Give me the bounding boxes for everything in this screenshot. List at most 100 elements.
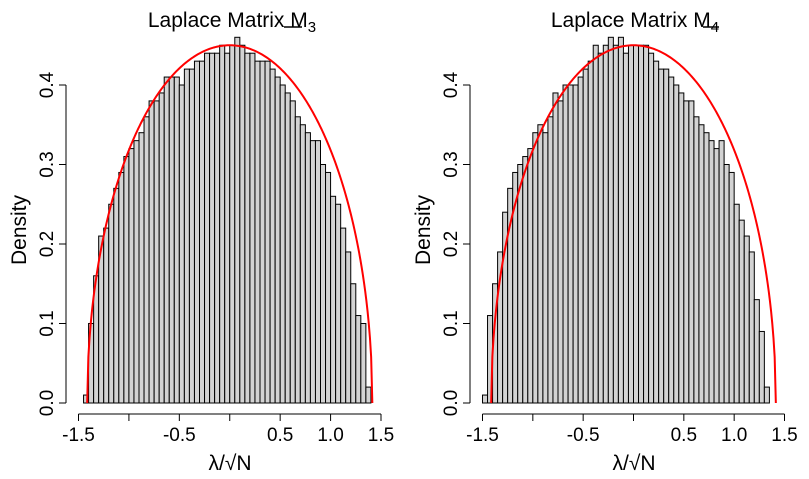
x-tick-label: 0.5 <box>267 425 293 446</box>
histogram-bar <box>340 227 347 404</box>
histogram-bar <box>693 116 700 404</box>
histogram-bar <box>587 60 594 404</box>
histogram-bar <box>567 84 574 404</box>
histogram-bar <box>309 140 316 404</box>
histogram-bar <box>758 330 765 404</box>
y-tick-label: 0.3 <box>37 151 58 177</box>
histogram-bar <box>753 299 760 404</box>
x-tick-label: -0.5 <box>567 425 600 446</box>
x-tick-label: 1.0 <box>317 425 343 446</box>
histogram-bar <box>602 44 609 404</box>
histogram-bar <box>350 283 357 404</box>
histogram-bar <box>304 132 311 404</box>
histogram-bar <box>199 60 206 404</box>
histogram-bar <box>325 171 332 404</box>
histogram-bar <box>360 323 367 404</box>
y-tick-label: 0.1 <box>37 310 58 336</box>
y-tick-label: 0.2 <box>37 231 58 257</box>
histogram-bar <box>234 36 241 404</box>
histogram-bar <box>723 164 730 404</box>
histogram-bar <box>763 386 770 404</box>
histogram-bar <box>638 44 645 404</box>
histogram-bar <box>345 251 352 404</box>
histogram-bar <box>542 132 549 404</box>
y-axis-label: Density <box>412 194 435 265</box>
y-tick-label: 0.1 <box>441 310 462 336</box>
histogram-bar <box>668 76 675 404</box>
histogram-bar <box>183 68 190 404</box>
histogram-bar <box>244 52 251 404</box>
y-tick-label: 0.0 <box>37 390 58 416</box>
x-axis: -1.5 -0.5 0.5 1.0 1.5 <box>466 413 798 446</box>
histogram-bar <box>673 84 680 404</box>
histogram-bar <box>355 315 362 404</box>
histogram-bar <box>314 140 321 404</box>
x-tick-label: 1.0 <box>721 425 747 446</box>
histogram-bar <box>289 100 296 404</box>
histogram-bar <box>653 60 660 404</box>
title-subscript: 3 <box>308 19 316 36</box>
histogram-bar <box>683 100 690 404</box>
y-axis-label: Density <box>8 194 31 265</box>
histogram-bar <box>209 52 216 404</box>
chart-panel-m3: Laplace Matrix M3 -1.5 -0.5 0.5 1.0 1.5 0.00… <box>8 9 394 475</box>
histogram-bar <box>698 124 705 404</box>
histogram-bar <box>627 44 634 404</box>
y-tick-label: 0.4 <box>37 71 58 98</box>
histogram-bar <box>592 44 599 404</box>
histogram-bar <box>193 60 201 404</box>
histogram-bar <box>743 235 750 404</box>
histogram-bar <box>224 52 231 404</box>
y-axis: 0.0 0.1 0.2 0.3 0.4 <box>441 71 471 416</box>
x-axis-label: λ/√N <box>208 452 251 475</box>
histogram-bar <box>365 386 372 404</box>
histogram-bar <box>537 124 544 404</box>
histogram-bar <box>597 52 604 404</box>
histogram-bar <box>577 76 584 404</box>
histogram-bar <box>335 203 342 404</box>
histogram-bar <box>728 171 735 404</box>
histogram-bar <box>617 36 624 404</box>
histogram-bar <box>294 116 301 404</box>
histogram-bar <box>254 60 261 404</box>
histogram-bar <box>168 76 175 404</box>
histogram-bar <box>113 187 120 404</box>
histogram-bar <box>269 68 276 404</box>
histogram-bar <box>688 100 695 404</box>
y-tick-label: 0.3 <box>441 151 462 177</box>
histogram-bar <box>279 84 286 404</box>
histogram-bar <box>748 251 755 404</box>
histogram-bar <box>320 164 327 404</box>
histogram-bar <box>158 92 165 404</box>
histogram-bar <box>532 132 539 404</box>
x-tick-label: 0.5 <box>671 425 697 446</box>
histogram-bar <box>138 132 145 404</box>
y-tick-label: 0.2 <box>441 231 462 257</box>
histogram-bar <box>274 76 281 404</box>
histogram-bars <box>482 36 770 404</box>
histogram-bar <box>264 60 271 404</box>
histogram-bar <box>703 132 710 404</box>
histogram-bar <box>572 84 579 404</box>
histogram-bar <box>607 36 614 404</box>
histogram-bar <box>204 52 211 404</box>
histogram-bar <box>148 100 155 404</box>
semicircle-density-curve <box>490 44 777 404</box>
histogram-bar <box>482 394 489 404</box>
histogram-bar <box>633 44 640 404</box>
x-tick-label: 1.5 <box>368 425 394 446</box>
x-tick-label: -0.5 <box>163 425 196 446</box>
histogram-bar <box>173 76 180 404</box>
histogram-bar <box>557 100 564 404</box>
x-tick-label: -1.5 <box>62 425 95 446</box>
histogram-bar <box>713 148 720 404</box>
histogram-bar <box>708 140 715 404</box>
histogram-bar <box>284 92 291 404</box>
histogram-bar <box>214 52 221 404</box>
histogram-bar <box>299 124 306 404</box>
histogram-bar <box>527 148 534 404</box>
histogram-bar <box>128 148 135 404</box>
histogram-bar <box>163 76 170 404</box>
histogram-bar <box>738 219 745 404</box>
